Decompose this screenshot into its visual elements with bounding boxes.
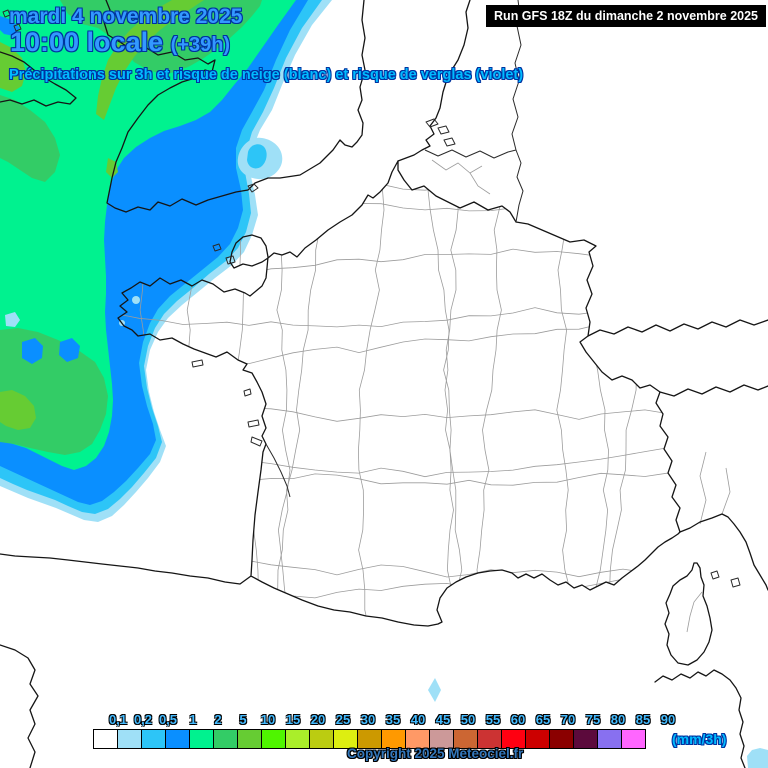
channel-cyan [247, 144, 267, 169]
forecast-offset: (+39h) [170, 34, 231, 56]
precip-blue-spot-3 [0, 16, 20, 36]
legend-cell [525, 729, 550, 749]
legend-scale-label: 85 [635, 712, 651, 727]
legend-scale-label: 55 [485, 712, 501, 727]
irish-islets [2, 9, 22, 32]
benelux-borders [424, 0, 524, 223]
forecast-time: 10:00 locale (+39h) [10, 29, 230, 56]
atlantic-islands [191, 359, 263, 447]
spain-east-coast [0, 644, 39, 768]
forecast-time-label: 10:00 locale [10, 27, 164, 57]
legend-scale-label: 90 [660, 712, 676, 727]
legend-scale-label: 0,1 [108, 712, 128, 727]
run-info-badge: Run GFS 18Z du dimanche 2 novembre 2025 [486, 5, 766, 27]
elba-islets [710, 570, 741, 588]
gironde-estuary [265, 443, 291, 498]
precip-medgreen-left [0, 95, 60, 182]
ireland-coast [0, 51, 77, 107]
precip-pale-spot [5, 312, 20, 327]
copyright-notice: Copyright 2025 Meteociel.fr [347, 746, 524, 761]
precip-yellowgreen-mid [0, 390, 36, 430]
sardinia-coast [654, 669, 746, 768]
legend-cell [141, 729, 166, 749]
legend-scale-label: 0,5 [158, 712, 178, 727]
zeeland-islands [425, 118, 456, 147]
legend-cell [117, 729, 142, 749]
england-coast [103, 0, 366, 213]
legend-unit: (mm/3h) [672, 731, 727, 747]
map-subtitle: Précipitations sur 3h et risque de neige… [9, 67, 524, 83]
precipitation-band-atlantic [0, 0, 332, 522]
france-outline [117, 160, 681, 627]
corsica-coast [664, 562, 713, 666]
benelux-coast [397, 0, 471, 162]
legend-scale-label: 65 [535, 712, 551, 727]
legend-scale-label: 5 [239, 712, 247, 727]
legend-scale-label: 45 [435, 712, 451, 727]
legend-cell [189, 729, 214, 749]
legend-cell [93, 729, 118, 749]
legend-cell [621, 729, 646, 749]
spain-north-coast [0, 553, 252, 585]
legend-scale-label: 40 [410, 712, 426, 727]
legend-cell [261, 729, 286, 749]
languedoc-pale-diamond [428, 678, 441, 702]
precip-yellowgreen-diagonal [96, 0, 204, 120]
legend-scale-label: 1 [189, 712, 197, 727]
tyrrhenian-pale-corner [747, 748, 768, 768]
legend-cell [285, 729, 310, 749]
precipitation-patch-south [428, 678, 768, 768]
legend-scale-label: 35 [385, 712, 401, 727]
legend-cell [309, 729, 334, 749]
legend-scale-label: 2 [214, 712, 222, 727]
legend-cell [597, 729, 622, 749]
legend-cell [237, 729, 262, 749]
legend-scale-label: 60 [510, 712, 526, 727]
channel-islands [212, 243, 236, 265]
legend-scale-label: 25 [335, 712, 351, 727]
precip-blue-spot-1 [22, 338, 43, 364]
legend-scale-label: 30 [360, 712, 376, 727]
legend-scale-label: 10 [260, 712, 276, 727]
brest-pale-dot-1 [132, 296, 140, 304]
legend-scale-label: 20 [310, 712, 326, 727]
legend-cell [573, 729, 598, 749]
legend-cell [213, 729, 238, 749]
legend-scale-label: 75 [585, 712, 601, 727]
legend-scale-label: 80 [610, 712, 626, 727]
legend-bar [93, 729, 646, 749]
neighbour-region-lines [431, 159, 731, 633]
legend-scale-label: 50 [460, 712, 476, 727]
forecast-date: mardi 4 novembre 2025 [9, 5, 243, 28]
legend-cell [549, 729, 574, 749]
legend-cell [165, 729, 190, 749]
precipitation-patch-channel [119, 137, 283, 326]
italy-coast [679, 513, 768, 591]
precip-medgreen-england [60, 0, 262, 74]
switzerland-borders [587, 319, 768, 397]
isle-of-wight [247, 183, 259, 193]
precip-yellowgreen-small [106, 158, 118, 178]
legend-scale-label: 15 [285, 712, 301, 727]
precip-blue-spot-2 [59, 338, 80, 362]
legend-scale-label: 70 [560, 712, 576, 727]
legend-scale-label: 0,2 [133, 712, 153, 727]
